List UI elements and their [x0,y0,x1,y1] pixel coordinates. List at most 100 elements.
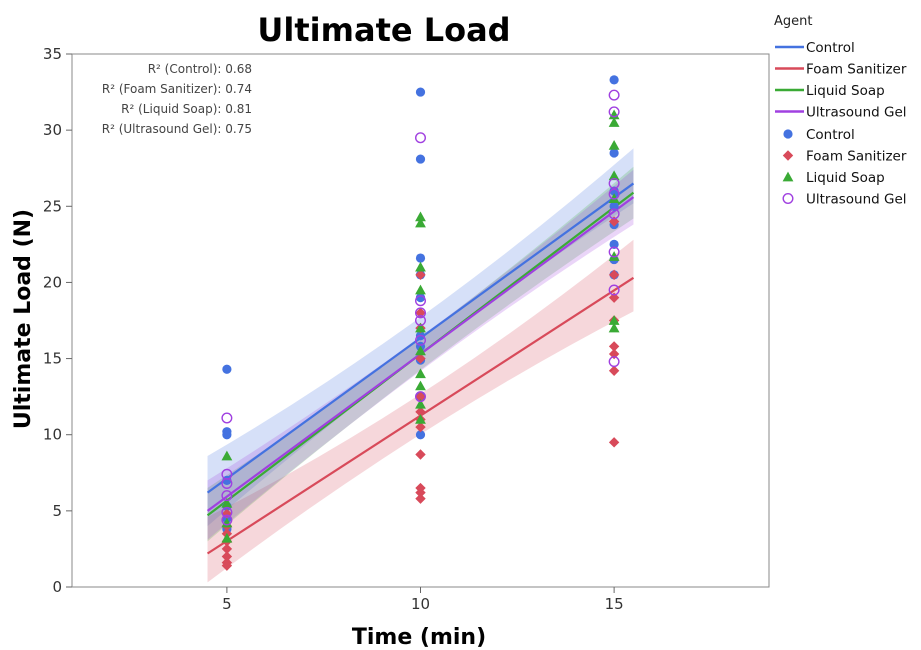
point-foam-sanitizer [415,353,426,364]
point-ultrasound-gel [415,391,427,403]
y-tick-label: 0 [52,578,62,596]
point-foam-sanitizer [415,421,426,433]
y-axis-ticks: 0 5 10 15 20 25 30 35 [43,45,72,596]
x-axis-ticks: 5 10 15 [222,587,624,613]
point-control [609,186,619,196]
point-ultrasound-gel [221,412,233,424]
point-ultrasound-gel [415,307,427,319]
point-ultrasound-gel [608,246,620,258]
point-ultrasound-gel [415,132,427,144]
legend-line-entry: Foam Sanitizer [806,62,907,78]
r-squared-annotation: R² (Liquid Soap): 0.81 [121,102,252,116]
point-foam-sanitizer [608,341,620,352]
point-foam-sanitizer [221,551,233,562]
legend-marker-entry: Control [806,127,855,143]
point-control [609,201,619,211]
point-liquid-soap [415,414,426,424]
r-squared-annotation: R² (Control): 0.68 [148,62,252,76]
point-ultrasound-gel [415,334,427,346]
point-foam-sanitizer [608,292,620,303]
point-ultrasound-gel [221,514,233,526]
point-foam-sanitizer [415,406,426,418]
point-ultrasound-gel [415,295,427,307]
r-squared-annotation: R² (Foam Sanitizer): 0.74 [102,82,252,96]
point-ultrasound-gel [608,356,620,368]
point-foam-sanitizer [415,269,426,281]
y-tick-label: 20 [43,273,62,291]
data-points [221,75,620,571]
legend-marker-entry: Liquid Soap [806,170,885,186]
point-ultrasound-gel [608,89,620,101]
point-ultrasound-gel [221,490,233,502]
point-liquid-soap [221,532,233,543]
point-control [415,293,426,303]
point-liquid-soap [608,109,620,120]
point-foam-sanitizer [608,437,620,448]
point-liquid-soap [608,315,620,325]
legend-title: Agent [774,14,812,29]
legend-marker-swatch [782,192,794,204]
point-liquid-soap [415,322,426,333]
point-foam-sanitizer [608,365,620,376]
legend-marker-swatch [782,150,794,161]
point-liquid-soap [608,322,620,333]
y-tick-label: 10 [43,426,62,444]
point-foam-sanitizer [221,560,233,571]
point-control [415,154,426,164]
point-foam-sanitizer [415,487,426,498]
point-foam-sanitizer [221,543,233,555]
point-liquid-soap [415,284,426,295]
point-liquid-soap [608,170,620,181]
y-tick-label: 30 [43,121,62,139]
point-liquid-soap [608,139,620,150]
point-ultrasound-gel [608,177,620,189]
point-control [415,430,426,440]
point-foam-sanitizer [415,493,426,504]
point-liquid-soap [415,261,426,272]
point-liquid-soap [221,497,233,508]
point-liquid-soap [415,368,426,379]
point-ultrasound-gel [608,106,620,118]
point-liquid-soap [608,117,620,127]
point-control [609,148,619,158]
point-control [415,253,426,263]
point-control [415,87,426,97]
y-axis-label: Ultimate Load (N) [11,209,36,429]
legend-marker-entry: Foam Sanitizer [806,149,907,165]
y-tick-label: 25 [43,197,62,215]
point-foam-sanitizer [608,348,620,360]
point-ultrasound-gel [415,315,427,327]
point-liquid-soap [415,380,426,391]
x-tick-label: 15 [605,595,624,613]
y-tick-label: 35 [43,45,62,63]
x-tick-label: 5 [222,595,232,613]
point-liquid-soap [415,345,426,356]
r-squared-annotations: R² (Control): 0.68 R² (Foam Sanitizer): 0… [102,62,252,136]
y-tick-label: 15 [43,350,62,368]
point-control [609,239,619,249]
point-liquid-soap [415,211,426,222]
point-foam-sanitizer [608,269,620,281]
point-control [222,364,232,374]
point-liquid-soap [415,217,426,228]
legend: Control Foam Sanitizer Liquid Soap Ultrasou… [775,40,907,208]
point-foam-sanitizer [415,391,426,402]
point-liquid-soap [221,517,233,528]
x-tick-label: 10 [411,595,430,613]
legend-line-entry: Liquid Soap [806,83,885,99]
r-squared-annotation: R² (Ultrasound Gel): 0.75 [102,122,252,136]
chart-title: Ultimate Load [257,11,510,49]
point-ultrasound-gel [221,506,233,518]
point-foam-sanitizer [608,216,620,227]
legend-line-entry: Control [806,40,855,56]
point-ultrasound-gel [608,284,620,296]
point-liquid-soap [221,450,233,461]
x-axis-label: Time (min) [352,625,486,650]
point-foam-sanitizer [415,307,426,319]
point-ultrasound-gel [608,188,620,200]
point-control [609,75,619,85]
point-ultrasound-gel [608,208,620,220]
y-tick-label: 5 [52,502,62,520]
point-ultrasound-gel [221,477,233,489]
